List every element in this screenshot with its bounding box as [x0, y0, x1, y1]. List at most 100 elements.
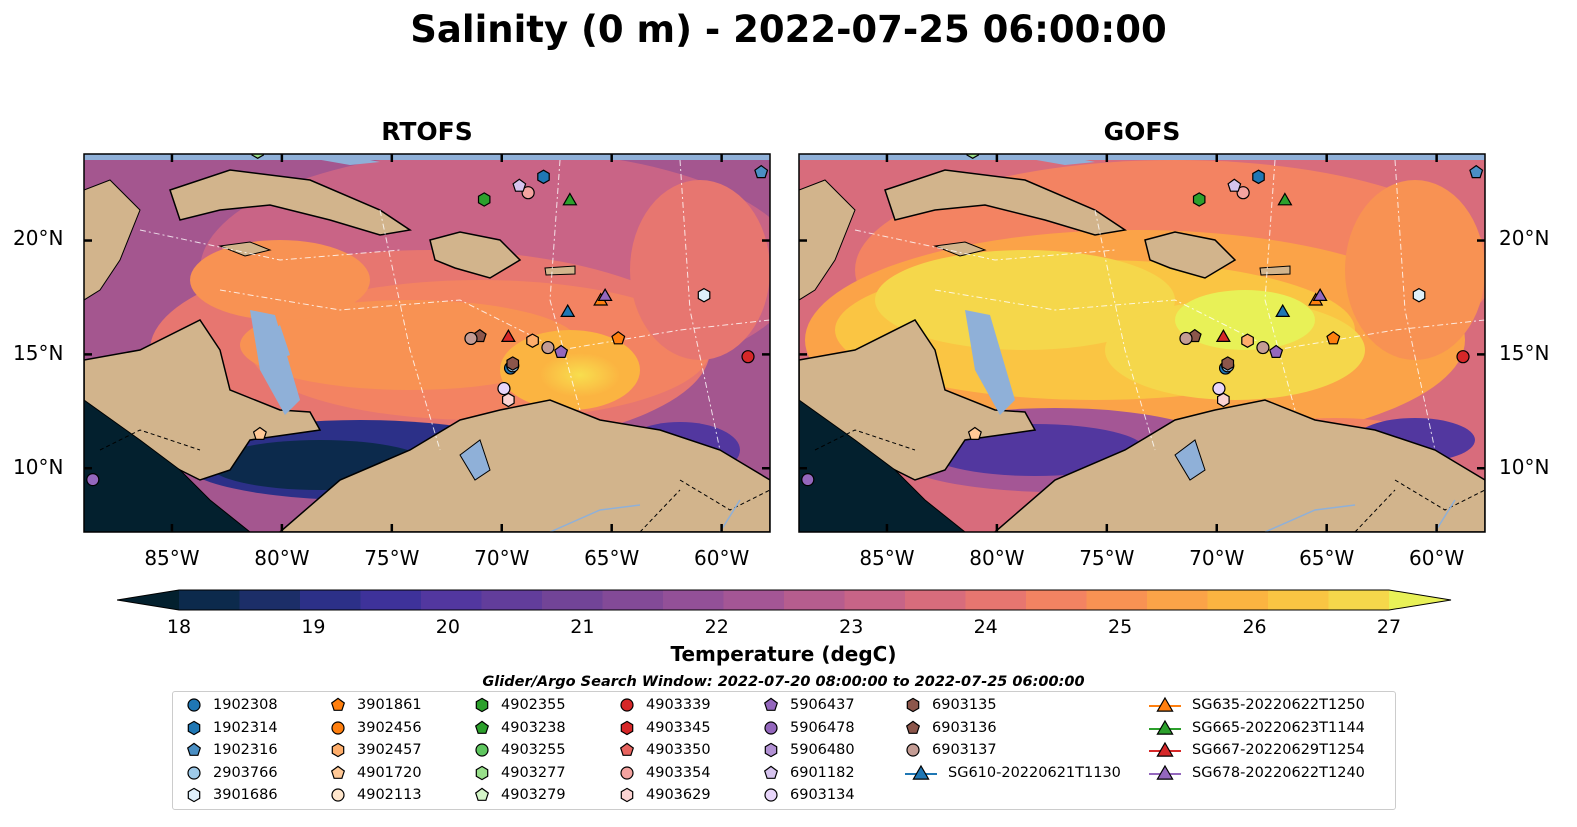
- legend-item-5906480: 5906480: [762, 740, 855, 760]
- legend-marker-4903339: [620, 698, 634, 712]
- float-marker-SG678-20220622T1240: [597, 288, 613, 301]
- legend-marker-6903137: [906, 743, 920, 757]
- lon-label-60W: 60°W: [694, 546, 750, 570]
- legend-label: 6903137: [932, 742, 997, 758]
- legend-item-4903350: 4903350: [618, 740, 711, 760]
- legend-item-SG678-20220622T1240: SG678-20220622T1240: [1148, 763, 1365, 783]
- legend-label: 1902308: [213, 697, 278, 713]
- legend-item-1902308: 1902308: [185, 695, 278, 715]
- float-marker-SG610-20220621T1130: [560, 303, 576, 317]
- legend-item-3902456: 3902456: [329, 718, 422, 738]
- float-marker-4902355: [1192, 192, 1206, 207]
- float-marker-4903629: [502, 392, 515, 408]
- legend-label: 4901720: [357, 764, 422, 781]
- legend-item-6903135: 6903135: [904, 695, 997, 715]
- legend-marker-6903134: [764, 788, 778, 802]
- legend-item-4903255: 4903255: [473, 740, 566, 760]
- legend-label: 1902316: [213, 742, 278, 758]
- lon-label-80W-right: 80°W: [969, 546, 1025, 570]
- map-rtofs: [83, 153, 771, 533]
- legend-item-4903238: 4903238: [473, 718, 566, 738]
- legend-marker-2903766: [187, 765, 201, 780]
- legend-item-5906437: 5906437: [762, 695, 855, 715]
- float-marker-3902457: [526, 333, 539, 348]
- legend-marker-SG610-20220621T1130: [912, 764, 930, 780]
- float-marker-6903135: [506, 356, 520, 371]
- float-marker-1902316: [754, 164, 769, 179]
- legend-label: 1902314: [213, 719, 278, 736]
- legend-item-SG610-20220621T1130: SG610-20220621T1130: [904, 763, 1121, 783]
- legend-item-4903629: 4903629: [618, 785, 711, 805]
- float-marker-6903135: [1221, 356, 1235, 371]
- float-marker-5906437: [554, 344, 569, 358]
- colorbar-tick-23: 23: [839, 616, 864, 638]
- float-marker-1902316: [1469, 164, 1484, 179]
- colorbar-label: Temperature (degC): [670, 642, 897, 666]
- legend-item-4903277: 4903277: [473, 763, 566, 783]
- float-marker-5906437: [1269, 344, 1284, 358]
- legend-marker-4902355: [475, 697, 489, 713]
- legend-item-2903766: 2903766: [185, 763, 278, 783]
- float-marker-4903354: [521, 186, 535, 200]
- legend-item-3902457: 3902457: [329, 740, 422, 760]
- legend-label: 4903339: [646, 697, 711, 713]
- legend-marker-5906437: [763, 697, 779, 711]
- float-marker-4901720: [967, 426, 982, 440]
- float-marker-4903277: [966, 154, 979, 159]
- float-marker-SG665-20220623T1144: [562, 192, 578, 206]
- legend-label: SG635-20220622T1250: [1192, 697, 1365, 713]
- colorbar-tick-18: 18: [166, 616, 192, 638]
- float-marker-4903354: [1236, 186, 1250, 200]
- lat-label-15n-right: 15°N: [1499, 341, 1550, 365]
- lat-label-20n-right: 20°N: [1499, 226, 1550, 250]
- legend-item-3901686: 3901686: [185, 785, 278, 805]
- lon-label-65W: 65°W: [584, 546, 640, 570]
- colorbar-tick-26: 26: [1242, 616, 1267, 638]
- lat-label-10n: 10°N: [13, 455, 64, 479]
- float-marker-SG665-20220623T1144: [1277, 192, 1293, 206]
- legend-marker-SG678-20220622T1240: [1156, 764, 1174, 780]
- legend-marker-3901861: [330, 697, 346, 711]
- legend-marker-SG665-20220623T1144: [1156, 719, 1174, 735]
- lon-label-70W-right: 70°W: [1189, 546, 1245, 570]
- legend-label: 2903766: [213, 764, 278, 781]
- legend-marker-4903255: [475, 743, 489, 757]
- legend-item-SG635-20220622T1250: SG635-20220622T1250: [1148, 695, 1365, 715]
- legend-marker-4903345: [620, 720, 634, 735]
- legend-item-5906478: 5906478: [762, 718, 855, 738]
- colorbar-tick-20: 20: [435, 616, 460, 638]
- colorbar-tick-21: 21: [570, 616, 595, 638]
- legend-item-4903339: 4903339: [618, 695, 711, 715]
- legend: 1902308 1902314 1902316 2903766 3901686 39018…: [172, 691, 1396, 810]
- lon-label-65W-right: 65°W: [1299, 546, 1355, 570]
- float-marker-5906478: [86, 473, 100, 487]
- legend-marker-6903135: [906, 697, 920, 713]
- float-marker-6903137b: [541, 340, 555, 355]
- legend-label: 4903279: [501, 787, 566, 803]
- colorbar-tick-22: 22: [704, 616, 729, 638]
- float-marker-1902314: [1252, 169, 1265, 185]
- lat-label-10n-right: 10°N: [1499, 455, 1550, 479]
- legend-label: 4903629: [646, 787, 711, 803]
- legend-label: SG667-20220629T1254: [1192, 742, 1365, 758]
- float-marker-6903134: [1212, 381, 1226, 396]
- legend-marker-4903279: [474, 787, 490, 801]
- colorbar-tick-27: 27: [1376, 616, 1402, 638]
- legend-label: 5906480: [790, 742, 855, 758]
- legend-item-6903136: 6903136: [904, 718, 997, 738]
- legend-item-3901861: 3901861: [329, 695, 422, 715]
- lon-label-70W: 70°W: [474, 546, 530, 570]
- legend-marker-5906478: [764, 720, 778, 735]
- legend-marker-4902113: [331, 788, 345, 802]
- float-marker-1902314: [537, 169, 550, 185]
- legend-label: 4903277: [501, 764, 566, 781]
- panel-title-gofs: GOFS: [1103, 117, 1181, 146]
- float-marker-6903137: [464, 331, 478, 346]
- float-marker-SG667-20220629T1254: [1215, 328, 1231, 342]
- float-marker-3901686: [1412, 287, 1426, 303]
- legend-item-1902316: 1902316: [185, 740, 278, 760]
- legend-item-1902314: 1902314: [185, 718, 278, 738]
- legend-marker-SG667-20220629T1254: [1156, 741, 1174, 757]
- legend-label: SG610-20220621T1130: [948, 764, 1121, 781]
- legend-label: SG678-20220622T1240: [1192, 764, 1365, 781]
